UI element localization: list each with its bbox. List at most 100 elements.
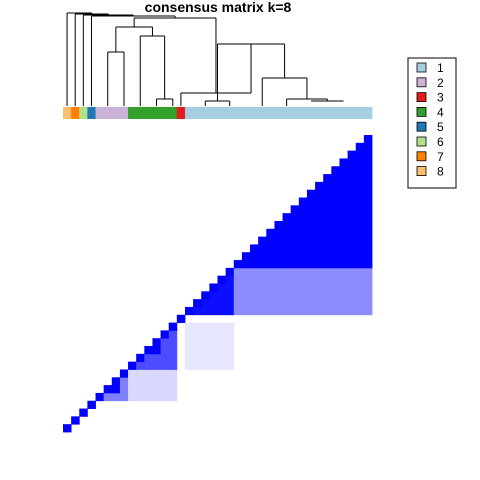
- heatmap-cell: [298, 306, 308, 316]
- heatmap-cell: [209, 361, 218, 370]
- class-bar-cell: [63, 107, 72, 119]
- heatmap-cell: [323, 260, 332, 269]
- heatmap-cell: [266, 236, 275, 245]
- heatmap-cell: [331, 236, 340, 245]
- heatmap-cell: [290, 283, 300, 292]
- heatmap-cell: [306, 267, 316, 277]
- heatmap-cell: [233, 260, 243, 269]
- heatmap-cell: [250, 299, 259, 308]
- heatmap-cell: [282, 236, 292, 245]
- heatmap-cell: [282, 306, 292, 316]
- heatmap-cell: [217, 338, 227, 347]
- class-bar-cell: [71, 107, 80, 119]
- class-bar-cell: [176, 107, 186, 119]
- heatmap-cell: [217, 291, 227, 300]
- class-bar-cell: [331, 107, 340, 119]
- class-bar-cell: [323, 107, 332, 119]
- class-bar-cell: [160, 107, 170, 119]
- heatmap-cell: [347, 150, 357, 159]
- legend-swatch: [416, 107, 427, 117]
- heatmap-cell: [363, 213, 373, 222]
- heatmap-cell: [217, 353, 227, 363]
- heatmap-cell: [355, 142, 365, 152]
- heatmap-cell: [209, 283, 218, 292]
- legend-label: 2: [437, 76, 444, 90]
- heatmap-cell: [323, 252, 332, 261]
- heatmap-cell: [306, 291, 316, 300]
- legend-label: 1: [437, 61, 444, 75]
- heatmap-cell: [363, 181, 373, 191]
- heatmap-cell: [168, 353, 178, 363]
- class-bar-cell: [201, 107, 210, 119]
- heatmap-cell: [225, 330, 235, 339]
- heatmap-cell: [347, 260, 357, 269]
- heatmap-cell: [201, 330, 210, 339]
- heatmap-cell: [168, 392, 178, 402]
- heatmap-cell: [250, 291, 259, 300]
- heatmap-cell: [298, 205, 308, 214]
- heatmap-cell: [355, 306, 365, 316]
- heatmap-cell: [209, 322, 218, 331]
- heatmap-cell: [233, 291, 243, 300]
- heatmap-cell: [258, 244, 267, 253]
- heatmap-cell: [209, 330, 218, 339]
- class-bar-cell: [347, 107, 357, 119]
- heatmap-cell: [347, 299, 357, 308]
- heatmap-cell: [298, 213, 308, 222]
- heatmap-cell: [347, 228, 357, 238]
- heatmap-cell: [217, 330, 227, 339]
- class-bar-cell: [184, 107, 194, 119]
- heatmap-cell: [339, 166, 348, 175]
- heatmap-cell: [258, 236, 267, 245]
- class-bar-cell: [168, 107, 178, 119]
- heatmap-cell: [119, 377, 129, 386]
- heatmap-cell: [168, 369, 178, 378]
- heatmap-cell: [241, 252, 251, 261]
- heatmap-cell: [315, 213, 324, 222]
- heatmap-cell: [274, 306, 283, 316]
- heatmap-cell: [363, 205, 373, 214]
- heatmap-cell: [266, 299, 275, 308]
- heatmap-cell: [103, 385, 113, 394]
- class-bar-cell: [250, 107, 259, 119]
- heatmap-cell: [152, 353, 161, 363]
- heatmap-cell: [363, 142, 373, 152]
- heatmap-cell: [225, 283, 235, 292]
- heatmap-cell: [347, 267, 357, 277]
- heatmap-cell: [323, 205, 332, 214]
- heatmap-cell: [144, 392, 153, 402]
- heatmap-cell: [347, 166, 357, 175]
- heatmap-cell: [315, 228, 324, 238]
- heatmap-cell: [225, 361, 235, 370]
- heatmap-cell: [363, 189, 373, 198]
- heatmap-cell: [201, 338, 210, 347]
- heatmap-cell: [315, 244, 324, 253]
- heatmap-cell: [217, 346, 227, 355]
- class-bar-cell: [136, 107, 145, 119]
- heatmap-cell: [250, 252, 259, 261]
- heatmap-cell: [363, 299, 373, 308]
- heatmap-cell: [250, 244, 259, 253]
- heatmap-cell: [363, 306, 373, 316]
- heatmap-cell: [266, 260, 275, 269]
- heatmap-cell: [144, 385, 153, 394]
- legend-swatch: [416, 151, 427, 162]
- heatmap-cell: [298, 267, 308, 277]
- heatmap-cell: [258, 283, 267, 292]
- heatmap-cell: [225, 291, 235, 300]
- heatmap-cell: [193, 353, 202, 363]
- heatmap-cell: [290, 291, 300, 300]
- heatmap-cell: [274, 291, 283, 300]
- heatmap-cell: [144, 346, 153, 355]
- legend-label: 3: [437, 91, 444, 105]
- heatmap-cell: [184, 346, 194, 355]
- heatmap-cell: [209, 306, 218, 316]
- heatmap-cell: [193, 338, 202, 347]
- heatmap-cell: [290, 260, 300, 269]
- heatmap-cell: [363, 158, 373, 167]
- heatmap-cell: [160, 353, 170, 363]
- heatmap-cell: [282, 244, 292, 253]
- heatmap-cell: [315, 291, 324, 300]
- heatmap-cell: [258, 260, 267, 269]
